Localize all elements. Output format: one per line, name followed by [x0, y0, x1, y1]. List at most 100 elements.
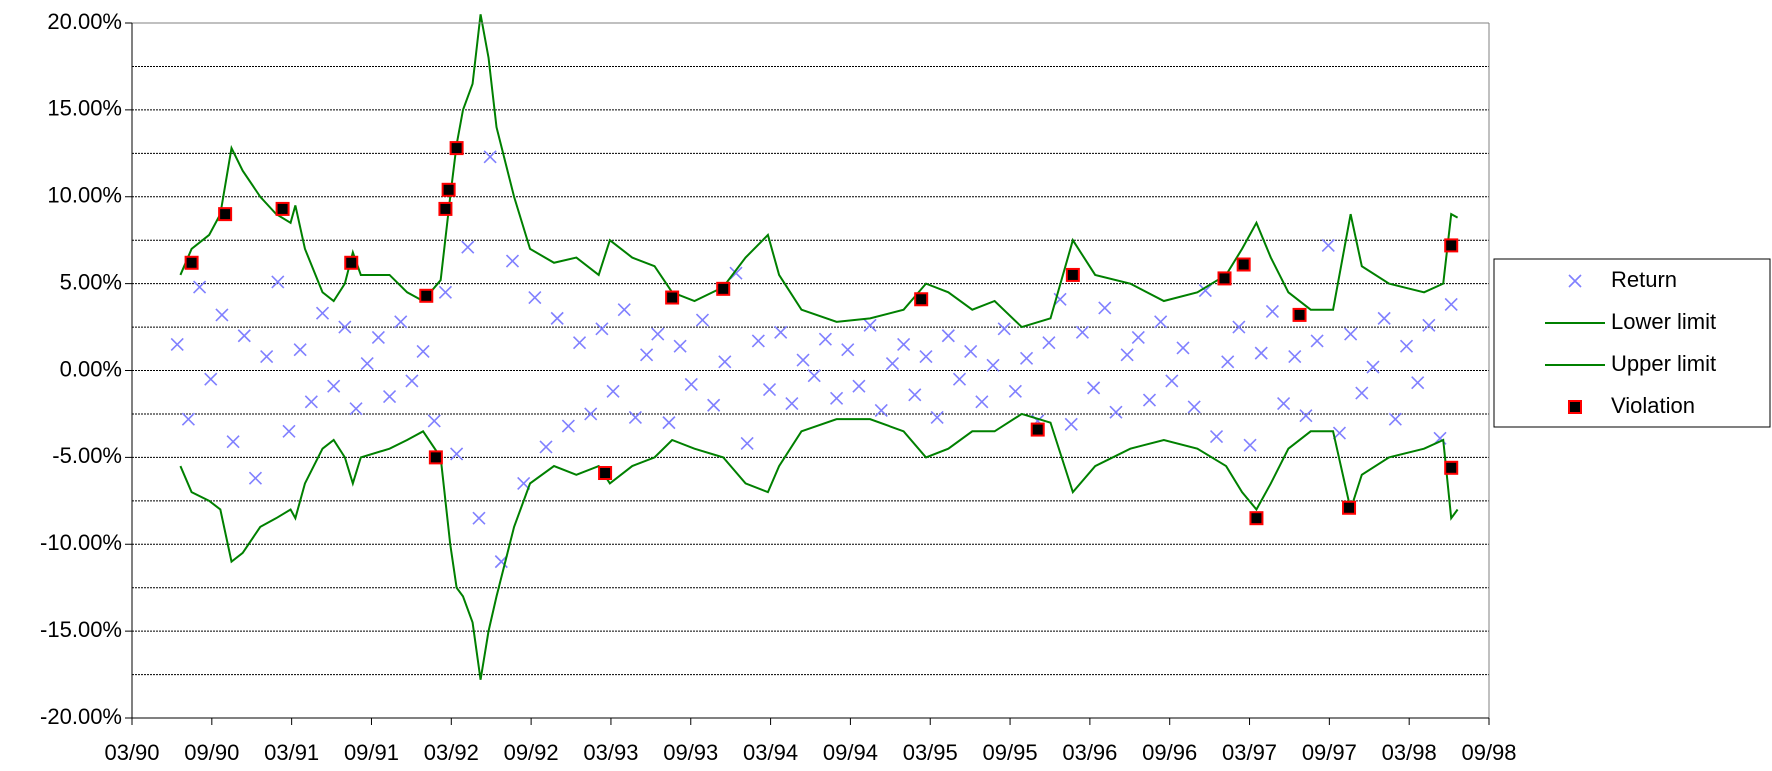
- legend-box: [1493, 258, 1771, 428]
- return-point: [226, 435, 240, 449]
- return-point: [897, 337, 911, 352]
- y-tick-label: -15.00%: [40, 617, 122, 642]
- return-point: [327, 379, 341, 393]
- return-point: [572, 336, 587, 350]
- return-point: [807, 369, 821, 383]
- legend-label: Violation: [1611, 393, 1695, 418]
- return-point: [1344, 327, 1358, 341]
- plot-area: [170, 14, 1459, 680]
- violation-point: [716, 281, 731, 296]
- x-tick-label: 09/98: [1461, 740, 1516, 765]
- return-point: [1131, 330, 1145, 345]
- return-point: [405, 374, 419, 388]
- return-point: [450, 447, 464, 461]
- violation-point: [1236, 257, 1251, 272]
- return-point: [673, 339, 687, 353]
- return-point: [1254, 346, 1268, 360]
- return-point: [729, 266, 743, 280]
- y-tick-label: 15.00%: [47, 96, 122, 121]
- return-point: [1411, 376, 1425, 390]
- return-point: [360, 356, 374, 371]
- y-tick-label: -20.00%: [40, 704, 122, 729]
- x-tick-label: 03/96: [1062, 740, 1117, 765]
- return-point: [338, 320, 352, 334]
- return-point: [237, 329, 251, 343]
- return-point: [908, 388, 922, 402]
- return-point: [1209, 429, 1224, 444]
- violation-point: [419, 288, 434, 303]
- return-point: [539, 440, 553, 454]
- limit-line: [179, 14, 1459, 329]
- violation-point: [1030, 422, 1045, 437]
- return-point: [1142, 393, 1157, 407]
- return-point: [427, 414, 441, 428]
- x-tick-label: 03/93: [583, 740, 638, 765]
- return-point: [595, 322, 609, 336]
- x-tick-label: 03/97: [1222, 740, 1277, 765]
- return-point: [315, 306, 330, 320]
- violation-point: [1444, 460, 1459, 475]
- violation-point: [344, 255, 359, 270]
- return-point: [964, 344, 978, 358]
- return-point: [919, 350, 933, 364]
- return-point: [584, 407, 598, 421]
- legend-marker: [1568, 400, 1582, 414]
- legend-label: Upper limit: [1611, 351, 1716, 376]
- return-point: [371, 330, 385, 345]
- violation-point: [1292, 307, 1307, 322]
- return-point: [885, 356, 900, 371]
- return-point: [606, 384, 620, 398]
- return-point: [986, 358, 1000, 372]
- axes: 20.00% 15.00% 10.00% 5.00% 0.00% -5.00% -10.00…: [40, 9, 1516, 765]
- return-point: [952, 372, 967, 386]
- return-point: [193, 280, 207, 294]
- y-tick-label: 5.00%: [60, 269, 122, 294]
- return-point: [260, 350, 274, 364]
- x-tick-label: 03/92: [424, 740, 479, 765]
- return-point: [1355, 386, 1369, 400]
- return-point: [975, 395, 989, 409]
- grid: [132, 22, 1489, 719]
- return-point: [662, 416, 676, 430]
- violation-point: [598, 466, 613, 481]
- limit-line: [179, 412, 1459, 680]
- return-point: [1422, 318, 1436, 332]
- violation-point: [441, 182, 456, 197]
- return-point: [852, 379, 866, 393]
- return-point: [561, 419, 575, 433]
- return-point: [550, 311, 564, 325]
- return-point: [1332, 426, 1347, 440]
- return-point: [874, 403, 888, 418]
- x-tick-label: 09/97: [1302, 740, 1357, 765]
- return-point: [170, 337, 184, 352]
- return-point: [640, 348, 654, 362]
- return-point: [382, 389, 397, 404]
- return-point: [1075, 325, 1089, 339]
- x-tick-label: 03/98: [1382, 740, 1437, 765]
- return-point: [438, 285, 453, 299]
- return-point: [1087, 381, 1101, 395]
- y-tick-label: 10.00%: [47, 183, 122, 208]
- return-point: [718, 355, 732, 369]
- return-point: [628, 410, 642, 424]
- violation-point: [1342, 500, 1357, 515]
- return-point: [1377, 311, 1391, 325]
- return-point: [796, 353, 810, 367]
- return-point: [1176, 341, 1190, 355]
- return-point: [394, 315, 408, 329]
- y-tick-label: 20.00%: [47, 9, 122, 34]
- return-point: [1366, 360, 1380, 374]
- return-point: [841, 343, 855, 357]
- x-tick-label: 03/90: [104, 740, 159, 765]
- return-point: [416, 344, 430, 358]
- return-point: [1098, 301, 1112, 315]
- violation-point: [1444, 238, 1459, 253]
- return-point: [863, 318, 877, 332]
- return-point: [740, 436, 754, 451]
- return-point: [1232, 320, 1246, 334]
- return-point: [830, 391, 844, 405]
- x-tick-label: 03/91: [264, 740, 319, 765]
- return-point: [204, 372, 218, 386]
- return-point: [472, 511, 486, 525]
